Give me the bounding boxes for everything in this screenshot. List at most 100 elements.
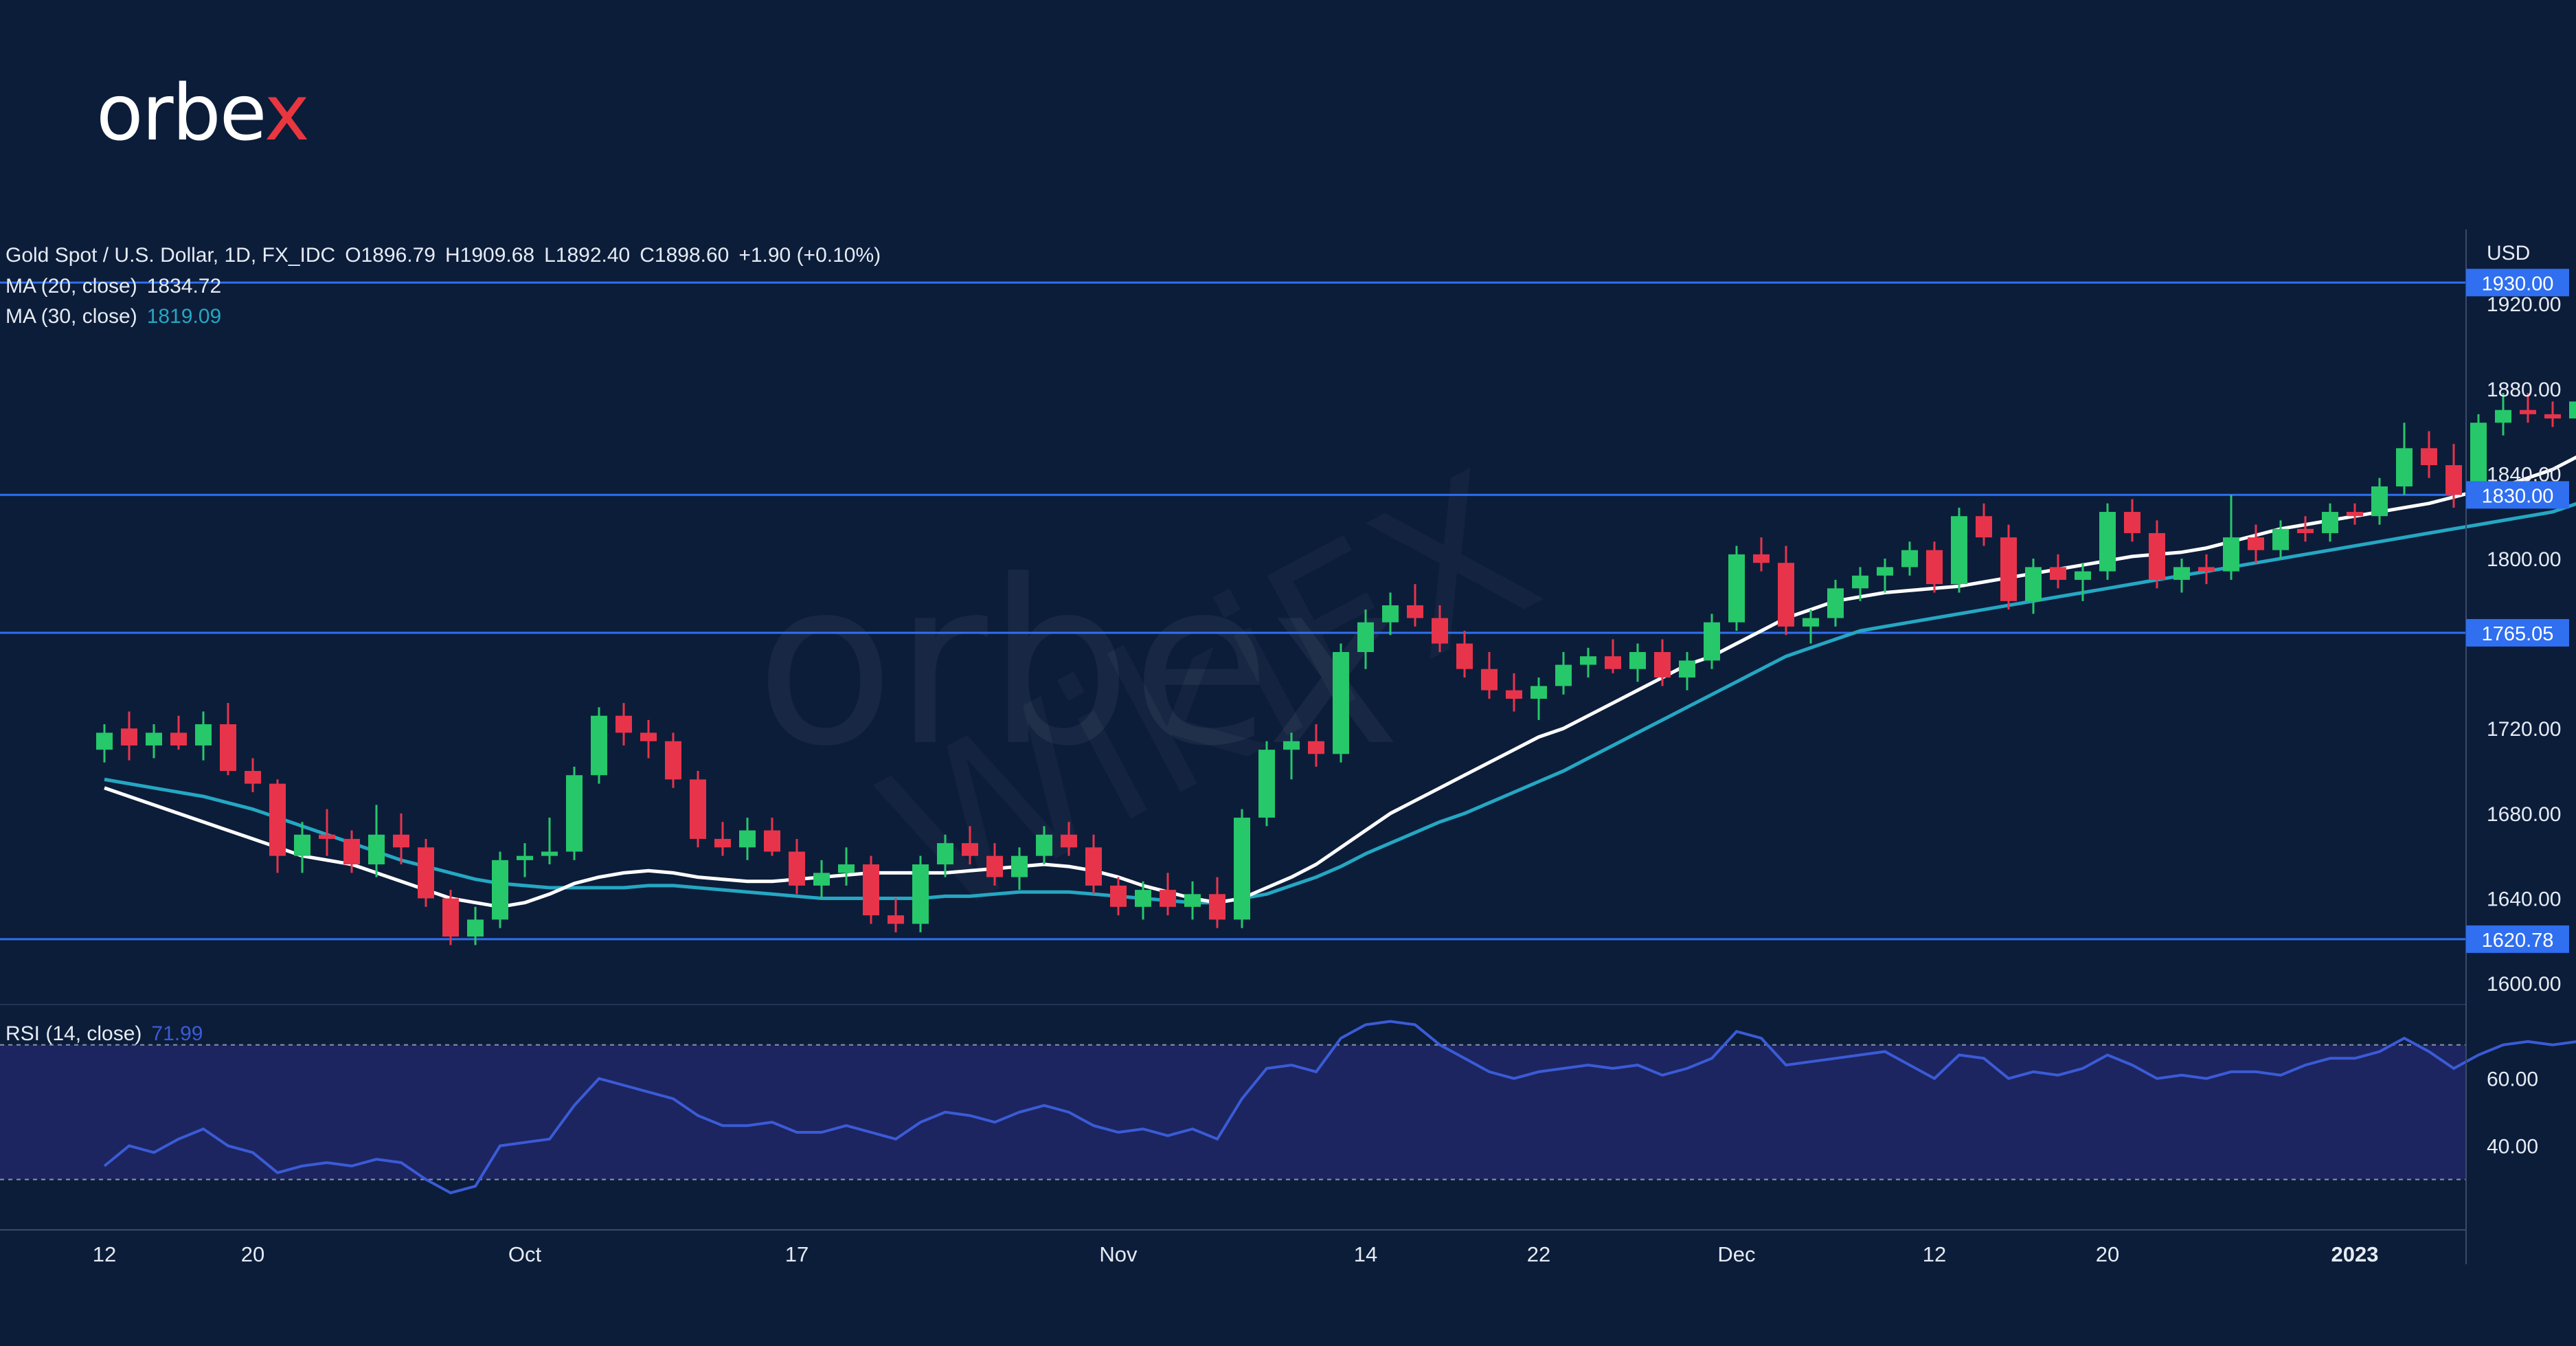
symbol-legend[interactable]: Gold Spot / U.S. Dollar, 1D, FX_IDC O1896…: [5, 244, 881, 267]
candle-body: [912, 864, 929, 924]
candle-body: [1110, 885, 1127, 907]
candle-body: [1357, 622, 1374, 652]
candle-body: [96, 732, 113, 750]
candle: [1135, 881, 1151, 920]
candle: [863, 855, 879, 924]
candle: [764, 818, 780, 856]
candle: [2421, 431, 2437, 478]
axes: USD1920.001880.001840.001800.001720.0016…: [0, 229, 2561, 1266]
candle: [1951, 507, 1967, 593]
candle: [1629, 643, 1646, 682]
candle-body: [962, 843, 978, 856]
candle-body: [2025, 567, 2042, 601]
logo-text: orbe: [96, 69, 266, 158]
candle-body: [838, 864, 855, 873]
candle: [2050, 554, 2066, 589]
candle: [838, 847, 855, 886]
ma20-value: 1834.72: [146, 275, 222, 298]
candle: [2544, 401, 2561, 427]
candle: [393, 813, 409, 865]
candle-body: [690, 779, 706, 839]
candle-body: [220, 724, 236, 772]
candle-body: [1629, 651, 1646, 669]
candle: [912, 855, 929, 932]
candle-body: [1506, 690, 1522, 699]
close-value: C1898.60: [640, 244, 730, 267]
candle-body: [1258, 750, 1275, 818]
candle: [1283, 732, 1300, 780]
candle: [1753, 537, 1770, 572]
candle: [714, 822, 731, 856]
candle: [1704, 614, 1720, 669]
candle: [2173, 559, 2190, 593]
candle: [2272, 520, 2289, 559]
candle: [2322, 503, 2338, 542]
high-value: H1909.68: [444, 244, 535, 267]
candle-body: [1555, 664, 1572, 686]
candle-body: [813, 873, 830, 886]
candle: [368, 805, 385, 877]
candle: [640, 719, 657, 759]
candle-body: [1530, 686, 1547, 699]
candle: [1827, 579, 1844, 627]
level-label-bg-1: [2466, 481, 2569, 509]
candle: [789, 838, 805, 895]
candle-body: [1481, 669, 1498, 691]
candle: [1679, 651, 1695, 691]
candle-body: [2544, 414, 2561, 419]
candle-body: [1605, 656, 1621, 669]
candle-body: [1432, 618, 1448, 644]
change-value: +1.90 (+0.10%): [738, 244, 881, 267]
price-tick-label: 1920.00: [2487, 293, 2561, 316]
candle: [1357, 609, 1374, 669]
candle: [2000, 524, 2017, 610]
candle-body: [2272, 528, 2289, 550]
candle-body: [2396, 448, 2413, 486]
candle: [269, 779, 286, 873]
candle-body: [1160, 890, 1176, 907]
candle-body: [2000, 537, 2017, 601]
candle: [541, 818, 558, 865]
rsi-legend[interactable]: RSI (14, close) 71.99: [5, 1022, 203, 1046]
candle: [1852, 567, 1868, 601]
candle-body: [2149, 532, 2165, 580]
candle-body: [665, 741, 681, 780]
candle: [2223, 495, 2239, 580]
candle: [1061, 822, 1077, 856]
candle: [343, 830, 360, 873]
candle-body: [541, 851, 558, 856]
price-tick-label: 1880.00: [2487, 379, 2561, 401]
candle: [2099, 503, 2116, 580]
candle-body: [2198, 567, 2215, 572]
candle-body: [1704, 622, 1720, 661]
candle-body: [418, 847, 434, 899]
rsi-label: RSI (14, close): [5, 1022, 142, 1045]
time-tick-label: 14: [1354, 1242, 1377, 1266]
rsi-pane: [103, 1020, 2576, 1195]
candle-body: [714, 838, 731, 848]
candle-body: [517, 855, 533, 860]
ma30-legend[interactable]: MA (30, close) 1819.09: [5, 305, 221, 328]
ma30-label: MA (30, close): [5, 305, 137, 328]
candle-body: [1778, 563, 1794, 627]
candle-body: [294, 834, 310, 856]
candle-body: [2569, 401, 2576, 419]
rsi-tick-label: 60.00: [2487, 1068, 2538, 1091]
candle: [1778, 546, 1794, 636]
candle: [1209, 877, 1225, 928]
ma20-legend[interactable]: MA (20, close) 1834.72: [5, 275, 221, 298]
candle-body: [986, 855, 1003, 877]
candle-body: [2297, 528, 2314, 533]
candle-body: [343, 838, 360, 865]
candle: [615, 703, 632, 745]
candle-body: [1135, 890, 1151, 907]
level-label-1: 1830.00: [2482, 485, 2554, 507]
candle: [1308, 724, 1324, 767]
level-labels: 1930.00 1830.00 1765.05 1620.78: [2466, 269, 2569, 953]
candle: [1085, 834, 1102, 895]
candle: [962, 826, 978, 865]
candle: [2569, 401, 2576, 419]
candle: [1432, 605, 1448, 652]
